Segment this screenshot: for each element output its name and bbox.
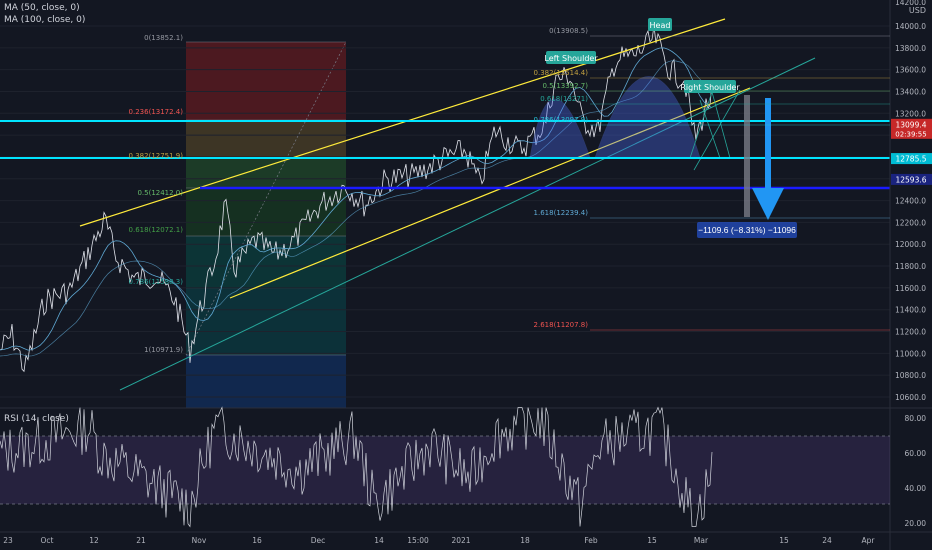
time-tick-label: 14 [374, 536, 384, 545]
price-tick-label: 12200.0 [895, 218, 926, 227]
price-tick-label: 11600.0 [895, 284, 926, 293]
price-tick-label: 12400.0 [895, 197, 926, 206]
fib-label: 0.786(11588.3) [129, 278, 184, 286]
rsi-tick-label: 20.00 [905, 519, 927, 528]
projection-label: −1109.6 (−8.31%) −11096 [698, 225, 796, 235]
ma100-series [0, 60, 713, 357]
price-tick-label: 11200.0 [895, 328, 926, 337]
price-badge-label: 13099.4 [895, 120, 926, 129]
ma50-series [0, 47, 713, 351]
price-tick-label: 13800.0 [895, 44, 926, 53]
price-tick-label: 14000.0 [895, 22, 926, 31]
time-tick-label: Mar [694, 536, 709, 545]
price-axis-badges: 13099.402:39:55 12785.5 12593.6 [891, 118, 932, 185]
time-tick-label: Nov [192, 536, 207, 545]
price-tick-label: 10600.0 [895, 393, 926, 402]
time-tick-label: 15 [647, 536, 657, 545]
price-badge-label: 12785.5 [895, 155, 926, 164]
fib-diagonal [185, 41, 347, 356]
fib-extension-label: 1.618(12239.4) [534, 209, 589, 217]
lower-channel-line [229, 87, 751, 299]
fib-extension-label: 0(13908.5) [549, 27, 588, 35]
price-tick-label: 12000.0 [895, 240, 926, 249]
fib-extension-label: 0.786(13097.9) [534, 116, 589, 124]
left-shoulder-shape [529, 98, 591, 159]
price-badge [891, 173, 932, 185]
price-tick-label: 11800.0 [895, 262, 926, 271]
green-trend-line [119, 57, 816, 391]
time-tick-label: 12 [89, 536, 99, 545]
fibonacci-extension-labels: 0(13908.5) 0.382(13514.4) 0.5(13392.7) 0.61… [534, 27, 890, 331]
currency-label: USD [909, 6, 926, 15]
projection-arrow [752, 98, 784, 220]
time-axis-ticks: 23 Oct 12 21 Nov 16 Dec 14 15:00 2021 18 Feb 15 Mar 15… [3, 536, 875, 545]
fib-label: 0(13852.1) [144, 34, 183, 42]
rsi-tick-label: 40.00 [905, 484, 927, 493]
left-shoulder-label-text: Left Shoulder [544, 54, 598, 63]
fib-zone [186, 42, 346, 120]
price-tick-label: 11400.0 [895, 306, 926, 315]
ma50-legend: MA (50, close, 0) [4, 3, 80, 13]
price-badge-label: 12593.6 [895, 175, 926, 184]
price-tick-label: 11000.0 [895, 349, 926, 358]
top-price-label: 14200.0 [895, 0, 926, 7]
left-shoulder-label: Left Shoulder [544, 51, 598, 64]
price-axis-panel [890, 0, 932, 550]
time-tick-label: 16 [252, 536, 262, 545]
price-tick-label: 13400.0 [895, 87, 926, 96]
pattern-line [699, 99, 721, 159]
time-tick-label: 15:00 [407, 536, 429, 545]
right-shoulder-label: Right Shoulder [680, 80, 740, 93]
projection-bar [744, 95, 750, 217]
time-tick-label: 18 [520, 536, 530, 545]
price-badge-countdown: 02:39:55 [895, 130, 926, 138]
fib-zone [186, 120, 346, 158]
time-tick-label: 24 [822, 536, 832, 545]
price-badge [891, 118, 932, 139]
right-shoulder-label-text: Right Shoulder [680, 83, 740, 92]
time-tick-label: Feb [584, 536, 598, 545]
rsi-band [0, 436, 890, 504]
price-tick-label: 13200.0 [895, 109, 926, 118]
head-label-text: Head [650, 21, 671, 30]
time-tick-label: 15 [779, 536, 789, 545]
fib-zone [186, 158, 346, 188]
fib-label: 0.236(13172.4) [129, 108, 184, 116]
head-shape [594, 76, 701, 159]
fib-extension-label: 2.618(11207.8) [534, 321, 589, 329]
price-badge [891, 153, 932, 165]
time-tick-label: Apr [862, 536, 876, 545]
time-tick-label: 2021 [451, 536, 470, 545]
fib-zone [186, 288, 346, 355]
rsi-axis-ticks: 80.00 60.00 40.00 20.00 [905, 414, 927, 528]
head-and-shoulders-pattern [529, 76, 741, 171]
time-tick-label: 23 [3, 536, 13, 545]
rsi-series [0, 406, 713, 528]
chart-grid [0, 25, 890, 398]
price-tick-label: 10800.0 [895, 371, 926, 380]
fib-zone [186, 355, 346, 408]
rsi-tick-label: 80.00 [905, 414, 927, 423]
fibonacci-labels: 0(13852.1) 0.236(13172.4) 0.382(12751.9) 0.… [129, 34, 184, 354]
fib-label: 0.382(12751.9) [129, 152, 184, 160]
fib-extension-label: 0.382(13514.4) [534, 69, 589, 77]
time-tick-label: 21 [136, 536, 146, 545]
fib-label: 1(10971.9) [144, 346, 183, 354]
time-tick-label: Dec [311, 536, 326, 545]
pattern-line [693, 89, 741, 171]
fib-extension-label: 0.5(13392.7) [542, 82, 588, 90]
time-tick-label: Oct [41, 536, 54, 545]
fib-label: 0.5(12412.0) [137, 189, 183, 197]
upper-channel-line [79, 18, 726, 227]
head-label: Head [648, 18, 672, 31]
projection-label-box: −1109.6 (−8.31%) −11096 [697, 222, 797, 238]
fib-zone [186, 188, 346, 236]
price-tick-label: 13600.0 [895, 66, 926, 75]
fib-extension-label: 0.618(13271) [540, 95, 588, 103]
rsi-tick-label: 60.00 [905, 449, 927, 458]
rsi-legend: RSI (14, close) [4, 414, 69, 424]
ma100-legend: MA (100, close, 0) [4, 15, 86, 25]
fib-label: 0.618(12072.1) [129, 226, 184, 234]
